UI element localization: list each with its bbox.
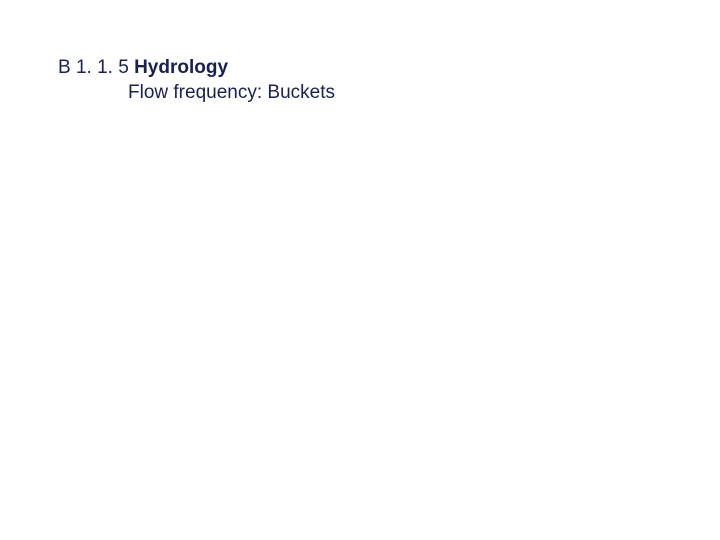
section-title: Hydrology [134,57,228,78]
heading-block: B 1. 1. 5 Hydrology Flow frequency: Buck… [58,56,335,105]
section-number: B 1. 1. 5 [58,57,129,78]
heading-subtitle: Flow frequency: Buckets [128,81,335,106]
heading-line-1: B 1. 1. 5 Hydrology [58,56,335,81]
